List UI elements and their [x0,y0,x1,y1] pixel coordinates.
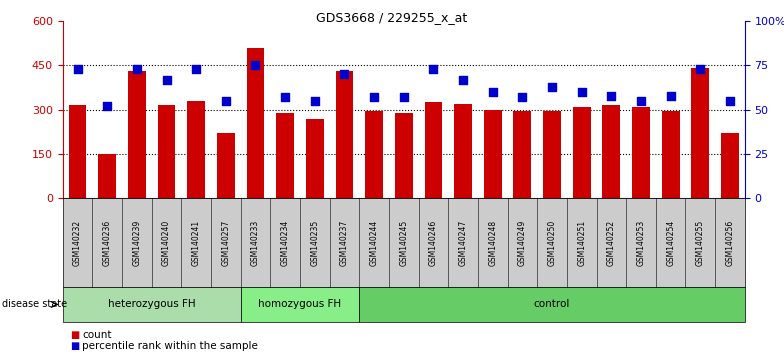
Text: GSM140254: GSM140254 [666,219,675,266]
Text: GSM140256: GSM140256 [725,219,735,266]
Text: GSM140235: GSM140235 [310,219,319,266]
Bar [395,113,412,198]
Text: GSM140234: GSM140234 [281,219,289,266]
Bar [365,111,383,198]
Text: ■: ■ [71,341,80,351]
Text: GSM140233: GSM140233 [251,219,260,266]
Text: GSM140251: GSM140251 [577,219,586,266]
Point [71,66,84,72]
Point [397,95,410,100]
Bar [602,105,620,198]
Text: GSM140244: GSM140244 [369,219,379,266]
Text: count: count [82,330,112,339]
Point [190,66,202,72]
Point [457,77,470,82]
Bar [306,119,324,198]
Bar [543,111,561,198]
Point [368,95,380,100]
Bar [691,68,710,198]
Text: GSM140248: GSM140248 [488,219,497,266]
Point [575,89,588,95]
Bar [336,72,354,198]
Text: GSM140255: GSM140255 [696,219,705,266]
Point [694,66,706,72]
Point [546,84,558,90]
Bar [721,133,739,198]
Bar [187,101,205,198]
Text: GSM140237: GSM140237 [340,219,349,266]
Text: control: control [534,299,570,309]
Bar [454,104,472,198]
Text: GSM140241: GSM140241 [191,219,201,266]
Text: homozygous FH: homozygous FH [259,299,342,309]
Point [664,93,677,98]
Text: GSM140245: GSM140245 [399,219,408,266]
Point [249,63,262,68]
Point [131,66,143,72]
Point [220,98,232,104]
Text: GSM140246: GSM140246 [429,219,438,266]
Bar [662,111,680,198]
Point [724,98,736,104]
Bar [158,105,176,198]
Bar [484,110,502,198]
Point [279,95,292,100]
Text: heterozygous FH: heterozygous FH [108,299,195,309]
Bar [514,111,532,198]
Bar [573,107,590,198]
Point [486,89,499,95]
Text: GSM140236: GSM140236 [103,219,111,266]
Point [635,98,648,104]
Text: GSM140252: GSM140252 [607,219,616,266]
Bar [424,102,442,198]
Text: GSM140257: GSM140257 [221,219,230,266]
Point [160,77,172,82]
Bar [632,107,650,198]
Point [309,98,321,104]
Text: percentile rank within the sample: percentile rank within the sample [82,341,258,351]
Point [427,66,440,72]
Bar [247,48,264,198]
Text: disease state: disease state [2,299,67,309]
Bar [128,72,146,198]
Text: GSM140249: GSM140249 [518,219,527,266]
Point [605,93,618,98]
Text: GSM140253: GSM140253 [637,219,645,266]
Text: GDS3668 / 229255_x_at: GDS3668 / 229255_x_at [317,11,467,24]
Text: GSM140232: GSM140232 [73,219,82,266]
Bar [217,133,234,198]
Point [338,72,350,77]
Bar [276,113,294,198]
Text: ■: ■ [71,330,80,339]
Point [101,103,114,109]
Bar [98,154,116,198]
Bar [69,105,86,198]
Text: GSM140239: GSM140239 [132,219,141,266]
Text: GSM140240: GSM140240 [162,219,171,266]
Text: GSM140247: GSM140247 [459,219,467,266]
Text: GSM140250: GSM140250 [547,219,557,266]
Point [516,95,528,100]
